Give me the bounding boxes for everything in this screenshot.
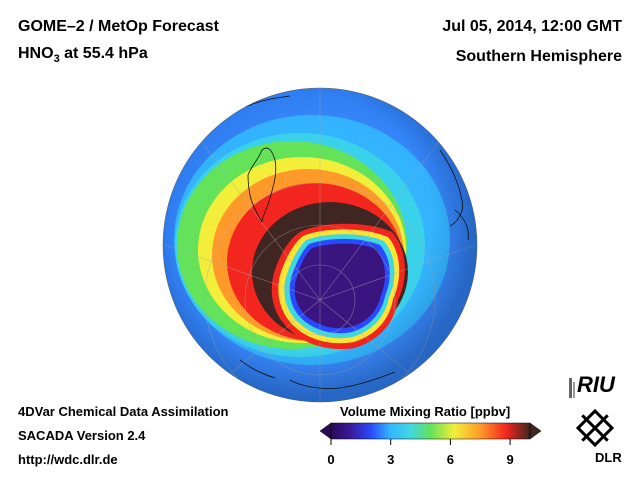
species-level: at 55.4 hPa bbox=[59, 45, 148, 62]
riu-mark bbox=[569, 378, 572, 398]
colorbar-min-arrow bbox=[319, 422, 332, 440]
colorbar-tick-label: 0 bbox=[327, 452, 335, 467]
species-subscript: 3 bbox=[53, 53, 60, 66]
species-prefix: HNO bbox=[18, 45, 54, 62]
footer-method: 4DVar Chemical Data Assimilation bbox=[18, 404, 229, 419]
species-title: HNO3 at 55.4 hPa bbox=[18, 45, 148, 65]
footer-version: SACADA Version 2.4 bbox=[18, 428, 146, 443]
globe-outline bbox=[162, 87, 478, 403]
globe-field bbox=[163, 88, 477, 402]
colorbar-ticks bbox=[330, 439, 511, 445]
globe-shading bbox=[163, 88, 477, 402]
riu-logo: RIU bbox=[577, 372, 615, 397]
colorbar-tick-label: 9 bbox=[506, 452, 514, 467]
colorbar-tick-label: 6 bbox=[446, 452, 455, 467]
logos: RIU DLR bbox=[555, 370, 635, 475]
colorbar-max-arrow bbox=[529, 422, 542, 440]
datetime-label: Jul 05, 2014, 12:00 GMT bbox=[442, 18, 622, 35]
dlr-mark bbox=[575, 408, 615, 448]
colorbar-title: Volume Mixing Ratio [ppbv] bbox=[340, 404, 511, 419]
hemisphere-label: Southern Hemisphere bbox=[455, 48, 622, 65]
logo-graphics bbox=[569, 378, 615, 448]
colorbar-ramp bbox=[330, 422, 531, 440]
dlr-logo: DLR bbox=[595, 450, 622, 465]
product-title: GOME–2 / MetOp Forecast bbox=[18, 18, 219, 35]
colorbar-tick-label: 3 bbox=[387, 452, 395, 467]
colorbar bbox=[319, 422, 542, 445]
footer-url[interactable]: http://wdc.dlr.de bbox=[18, 452, 118, 467]
